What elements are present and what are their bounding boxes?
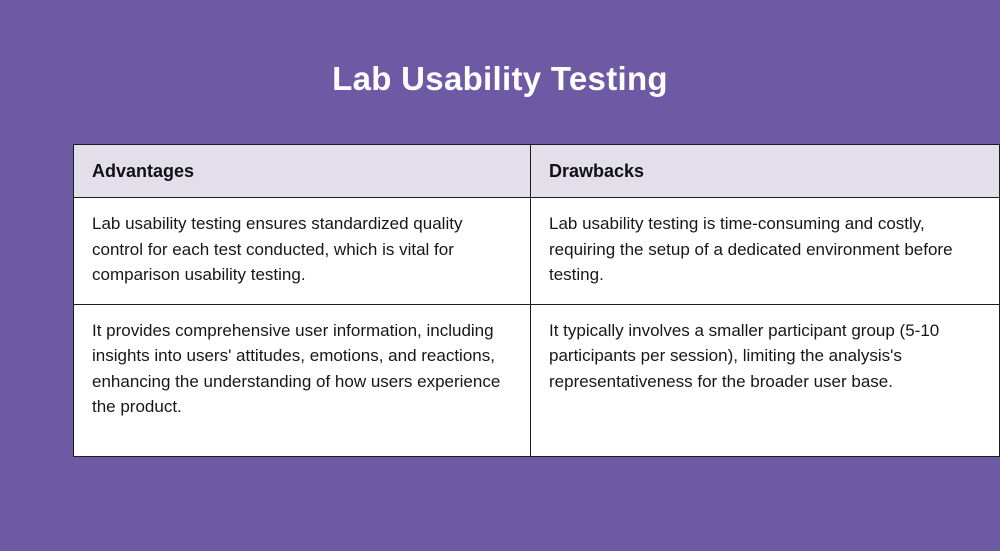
advantage-cell-1: Lab usability testing ensures standardiz… — [73, 197, 531, 305]
advantage-cell-2: It provides comprehensive user informati… — [73, 303, 531, 457]
page-title: Lab Usability Testing — [332, 60, 668, 97]
column-header-drawbacks: Drawbacks — [530, 144, 1000, 198]
table-header: Advantages Drawbacks — [73, 144, 1000, 198]
drawback-cell-1: Lab usability testing is time-consuming … — [530, 197, 1000, 305]
comparison-table: Advantages Drawbacks Lab usability testi… — [73, 144, 1000, 457]
drawback-cell-2: It typically involves a smaller particip… — [530, 303, 1000, 457]
header-row: Advantages Drawbacks — [73, 144, 1000, 198]
column-header-advantages: Advantages — [73, 144, 531, 198]
table-body: Lab usability testing ensures standardiz… — [73, 197, 1000, 457]
table-row: It provides comprehensive user informati… — [73, 303, 1000, 457]
table-row: Lab usability testing ensures standardiz… — [73, 197, 1000, 305]
